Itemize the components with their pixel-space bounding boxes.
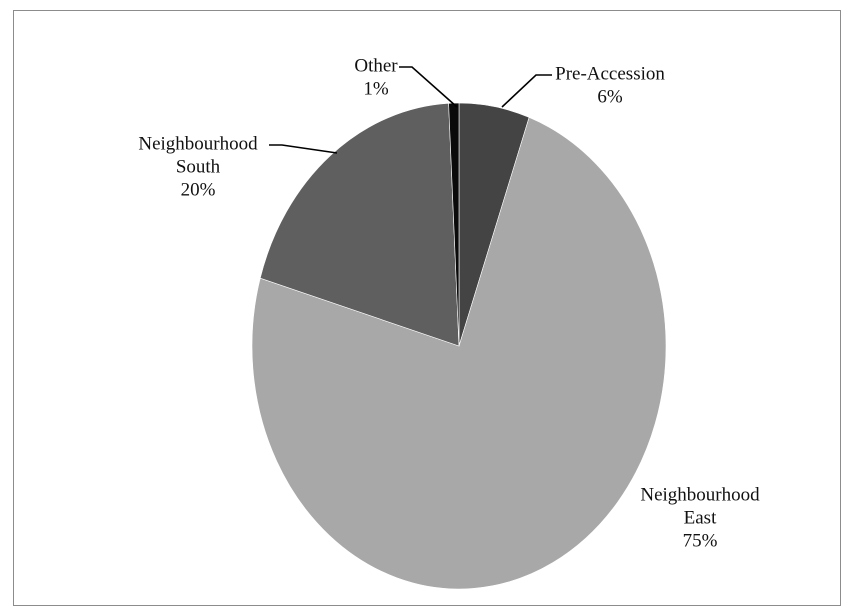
leader-line-neighbourhood-south — [269, 144, 338, 154]
pie-chart: Pre-Accession6%NeighbourhoodEast75%Neigh… — [138, 55, 760, 590]
slice-labels: Pre-Accession6%NeighbourhoodEast75%Neigh… — [138, 55, 760, 551]
chart-area: Pre-Accession 6% Neighbourhood East 75% Neigh… — [13, 10, 841, 606]
pie-slice-neighbourhood-east — [251, 116, 667, 590]
data-label-percent: 6% — [597, 86, 623, 107]
data-label-category: Neighbourhood — [640, 484, 760, 505]
data-label-category: Pre-Accession — [555, 63, 665, 84]
data-label-category: East — [684, 507, 717, 528]
data-label-category: Other — [354, 55, 398, 76]
pie-slice-other — [448, 102, 460, 347]
leader-line-pre-accession — [501, 74, 552, 108]
data-label-percent: 75% — [683, 530, 718, 551]
data-label-category: Neighbourhood — [138, 133, 258, 154]
leader-lines — [269, 66, 552, 154]
data-label-percent: 20% — [181, 179, 216, 200]
leader-line-other — [399, 66, 458, 108]
data-label-percent: 1% — [363, 78, 389, 99]
pie-slices — [251, 102, 667, 590]
data-label-category: South — [176, 156, 221, 177]
pie-slice-neighbourhood-south — [259, 102, 460, 347]
